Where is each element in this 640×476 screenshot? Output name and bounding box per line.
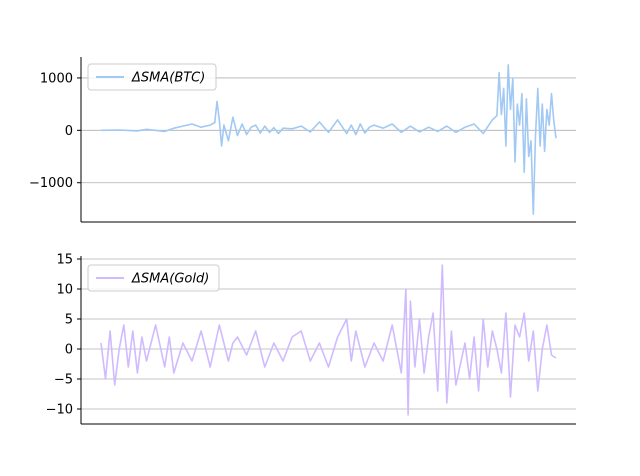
btc-series-line [100, 64, 557, 215]
btc-y-tick-label: 0 [65, 124, 73, 139]
gold-legend-frame [87, 264, 220, 292]
btc-y-ticks: −1000 0 1000 [29, 71, 81, 191]
gold-y-tick-label: 15 [56, 253, 73, 268]
gold-y-tick-label: −10 [46, 403, 73, 418]
gold-chart-panel: −10 −5 0 5 10 15 ΔSMA(Gold) [46, 253, 576, 425]
gold-y-tick-label: 5 [65, 313, 73, 328]
gold-legend-label: ΔSMA(Gold) [131, 272, 209, 287]
btc-chart-panel: −1000 0 1000 ΔSMA(BTC) [29, 57, 576, 223]
btc-legend-frame [87, 63, 217, 91]
btc-y-tick-label: −1000 [29, 176, 73, 191]
gold-y-tick-label: −5 [54, 373, 73, 388]
btc-legend-label: ΔSMA(BTC) [131, 71, 205, 86]
btc-series-group [100, 64, 557, 215]
gold-y-tick-label: 0 [65, 343, 73, 358]
gold-series-group [100, 264, 557, 416]
gold-gridlines [81, 258, 576, 410]
gold-series-line [100, 264, 557, 416]
btc-y-tick-label: 1000 [40, 71, 73, 86]
gold-y-tick-label: 10 [56, 283, 73, 298]
gold-y-ticks: −10 −5 0 5 10 15 [46, 253, 81, 418]
btc-legend: ΔSMA(BTC) [87, 63, 217, 91]
gold-legend: ΔSMA(Gold) [87, 264, 220, 292]
